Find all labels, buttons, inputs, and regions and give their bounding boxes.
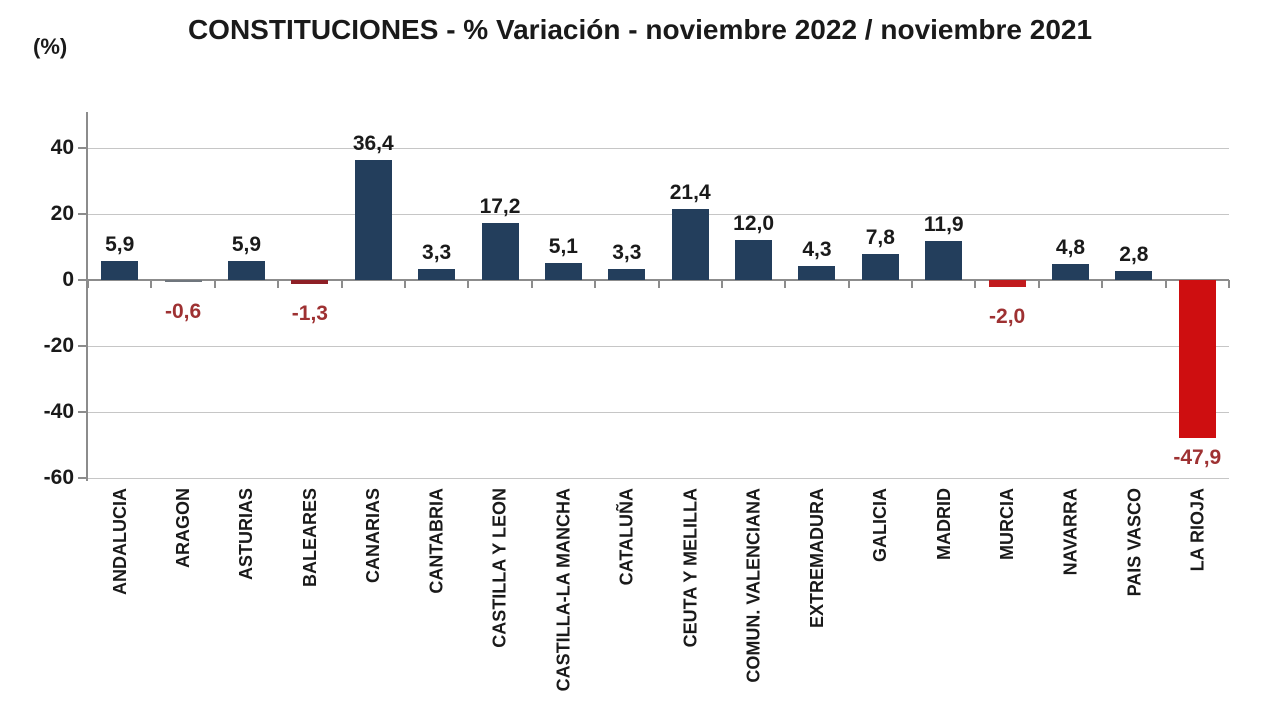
bar-castilla-y-leon xyxy=(481,223,519,280)
x-axis-tick xyxy=(1228,280,1230,288)
y-tick-label: 0 xyxy=(62,268,74,291)
bar-value-label: 5,9 xyxy=(105,232,135,256)
y-axis-tick xyxy=(78,345,86,347)
bar-pais-vasco xyxy=(1115,270,1153,280)
x-axis-tick xyxy=(150,280,153,288)
y-tick-label: -60 xyxy=(43,466,74,489)
bar-value-label: 36,4 xyxy=(352,131,394,155)
bar-extremadura xyxy=(798,265,836,280)
bar-value-label: 4,3 xyxy=(802,237,832,261)
x-axis-tick xyxy=(847,280,850,288)
bar-value-label: 5,1 xyxy=(548,235,578,259)
x-axis-tick xyxy=(594,280,597,288)
x-axis-tick xyxy=(1101,280,1104,288)
bar-la-rioja xyxy=(1178,280,1216,439)
x-axis-tick xyxy=(784,280,787,288)
category-label: ANDALUCIA xyxy=(109,488,130,595)
category-label: EXTREMADURA xyxy=(806,488,827,629)
category-label: ASTURIAS xyxy=(236,488,257,581)
y-tick-label: -20 xyxy=(43,334,74,357)
bar-asturias xyxy=(227,260,265,280)
bar-murcia xyxy=(988,280,1026,287)
y-axis-line xyxy=(86,112,88,481)
category-label: ARAGON xyxy=(173,488,194,568)
x-axis-tick xyxy=(403,280,406,288)
category-label: GALICIA xyxy=(870,488,891,562)
y-axis-tick xyxy=(78,279,86,281)
category-label: CANTABRIA xyxy=(426,488,447,594)
bar-catalu-a xyxy=(608,269,646,280)
bar-value-label: 17,2 xyxy=(479,195,521,219)
bar-baleares xyxy=(291,280,329,285)
y-axis-tick xyxy=(78,147,86,149)
bar-value-label: -1,3 xyxy=(291,302,328,326)
category-label: CANARIAS xyxy=(363,488,384,584)
chart-title: CONSTITUCIONES - % Variación - noviembre… xyxy=(187,14,1093,45)
category-label: NAVARRA xyxy=(1060,488,1081,576)
y-tick-label: 20 xyxy=(50,202,74,225)
category-label: COMUN. VALENCIANA xyxy=(743,488,764,683)
bar-value-label: -0,6 xyxy=(164,299,202,323)
x-axis-tick xyxy=(974,280,977,288)
bar-value-label: 7,8 xyxy=(865,226,895,250)
bar-value-label: 12,0 xyxy=(733,212,775,236)
bar-galicia xyxy=(861,254,899,280)
gridline xyxy=(88,477,1229,479)
y-axis-tick xyxy=(78,213,86,215)
bar-value-label: 3,3 xyxy=(612,241,642,265)
x-axis-tick xyxy=(530,280,533,288)
y-tick-label: 40 xyxy=(50,136,74,159)
bar-value-label: 11,9 xyxy=(923,212,964,236)
bar-canarias xyxy=(354,159,392,280)
plot-area: 40 20 0 -20 -40 -60 5,9 ANDALUCIA -0,6 ARAGON 5,9 A… xyxy=(44,112,1230,691)
category-label: BALEARES xyxy=(299,488,320,588)
x-axis-tick xyxy=(467,280,470,288)
category-label: CEUTA Y MELILLA xyxy=(680,488,701,648)
bar-value-label: 5,9 xyxy=(231,232,262,256)
x-axis-tick xyxy=(277,280,280,288)
y-tick-label: -40 xyxy=(43,400,74,423)
x-axis-tick xyxy=(213,280,216,288)
category-label: MURCIA xyxy=(997,488,1018,560)
y-axis-unit-label: (%) xyxy=(33,34,68,59)
x-axis-tick xyxy=(911,280,914,288)
category-label: PAIS VASCO xyxy=(1123,488,1144,597)
gridline xyxy=(88,345,1229,347)
bar-value-label: -2,0 xyxy=(989,304,1026,328)
category-label: CATALUÑA xyxy=(616,488,637,586)
bar-value-label: 2,8 xyxy=(1119,242,1149,266)
category-label: CASTILLA Y LEON xyxy=(490,488,511,648)
x-axis-tick xyxy=(1037,280,1040,288)
category-label: MADRID xyxy=(933,488,954,560)
x-axis-tick xyxy=(1164,280,1167,288)
bar-cantabria xyxy=(418,269,456,280)
bar-navarra xyxy=(1052,264,1090,280)
bar-value-label: 4,8 xyxy=(1055,236,1086,260)
bar-value-label: 21,4 xyxy=(669,181,711,205)
gridline xyxy=(88,147,1229,149)
bar-castilla-la-mancha xyxy=(544,263,582,280)
y-axis-tick xyxy=(78,477,86,479)
x-axis-tick xyxy=(657,280,660,288)
bar-value-label: 3,3 xyxy=(422,241,452,265)
bar-ceuta-y-melilla xyxy=(671,209,709,280)
gridline xyxy=(88,411,1229,413)
y-axis-tick xyxy=(78,411,86,413)
category-label: CASTILLA-LA MANCHA xyxy=(553,488,574,692)
bar-andalucia xyxy=(101,260,139,280)
bar-value-label: -47,9 xyxy=(1173,446,1222,470)
bar-comun-valenciana xyxy=(735,240,773,280)
x-axis-tick xyxy=(720,280,723,288)
category-label: LA RIOJA xyxy=(1187,488,1208,572)
x-axis-tick xyxy=(340,280,343,288)
bar-aragon xyxy=(164,280,202,282)
bar-madrid xyxy=(925,240,963,280)
x-axis-tick xyxy=(87,280,89,288)
gridline xyxy=(88,213,1229,215)
